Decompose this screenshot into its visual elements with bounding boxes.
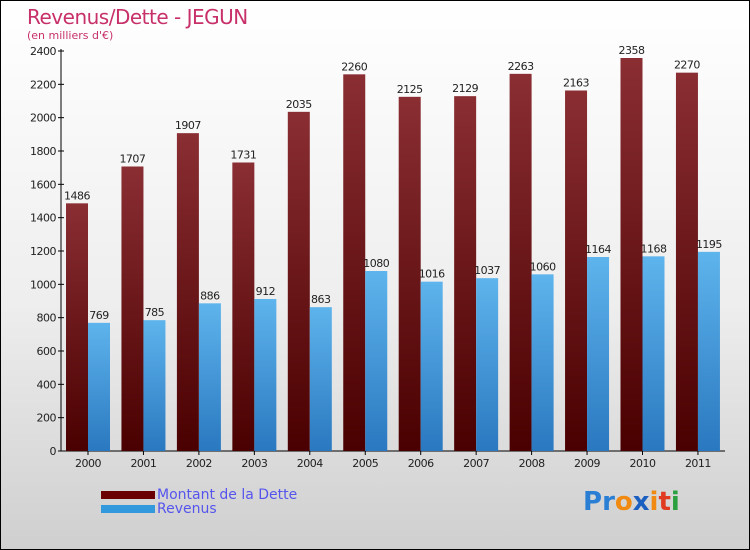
bar-dette xyxy=(509,73,532,451)
bar-chart: 0 200 400 600 800 1000 1200 1400 1600 1800 2000 220… xyxy=(30,44,725,470)
y-tick-label: 400 xyxy=(37,378,57,391)
bar-dette xyxy=(620,58,643,451)
x-tick-label: 2005 xyxy=(352,457,378,470)
x-tick-label: 2011 xyxy=(685,457,711,470)
x-tick-label: 2004 xyxy=(297,457,323,470)
y-tick-label: 1200 xyxy=(30,245,56,258)
bar-revenus xyxy=(587,257,610,451)
bar-revenus xyxy=(143,320,166,451)
chart-title: Revenus/Dette - JEGUN xyxy=(27,5,248,29)
data-label: 1037 xyxy=(474,264,500,277)
data-label: 1707 xyxy=(119,153,145,166)
data-label: 1486 xyxy=(64,189,90,202)
data-label: 2260 xyxy=(341,60,367,73)
data-label: 863 xyxy=(311,293,331,306)
y-tick-label: 1400 xyxy=(30,212,56,225)
y-tick-label: 2400 xyxy=(30,45,56,58)
bar-dette xyxy=(176,133,199,451)
y-tick-label: 200 xyxy=(37,412,57,425)
data-label: 1080 xyxy=(363,257,389,270)
bar-revenus xyxy=(420,281,443,451)
data-label: 1195 xyxy=(696,238,722,251)
bar-revenus xyxy=(254,299,277,451)
legend-label-dette: Montant de la Dette xyxy=(157,487,298,503)
data-label: 2163 xyxy=(563,77,589,90)
bar-dette xyxy=(287,111,310,451)
y-tick-label: 1600 xyxy=(30,178,56,191)
y-tick-label: 0 xyxy=(50,445,57,458)
bar-dette xyxy=(675,72,698,452)
legend-item-dette: Montant de la Dette xyxy=(101,487,297,503)
bar-dette xyxy=(121,166,144,451)
x-tick-label: 2008 xyxy=(519,457,545,470)
data-label: 886 xyxy=(200,289,220,302)
legend-label-revenus: Revenus xyxy=(157,501,217,517)
data-label: 912 xyxy=(256,285,276,298)
data-label: 2358 xyxy=(619,44,645,57)
bar-revenus xyxy=(476,278,499,451)
bar-dette xyxy=(232,162,255,451)
data-label: 2270 xyxy=(674,59,700,72)
data-label: 2263 xyxy=(508,60,534,73)
bar-dette xyxy=(398,96,421,451)
bar-dette xyxy=(343,74,366,451)
chart-subtitle: (en milliers d'€) xyxy=(27,29,114,42)
bar-revenus xyxy=(697,251,720,451)
data-label: 2125 xyxy=(397,83,423,96)
x-tick-label: 2009 xyxy=(574,457,600,470)
y-tick-label: 800 xyxy=(37,312,57,325)
bar-revenus xyxy=(642,256,665,451)
x-tick-label: 2000 xyxy=(75,457,101,470)
data-label: 1164 xyxy=(585,243,611,256)
legend-swatch-dette xyxy=(101,491,155,499)
data-label: 1060 xyxy=(530,260,556,273)
bar-revenus xyxy=(88,322,110,451)
bar-dette xyxy=(66,203,88,451)
data-label: 785 xyxy=(145,306,165,319)
x-tick-label: 2007 xyxy=(463,457,489,470)
x-tick-label: 2010 xyxy=(630,457,656,470)
bar-revenus xyxy=(531,274,554,451)
y-tick-label: 1800 xyxy=(30,145,56,158)
y-tick-label: 2000 xyxy=(30,112,56,125)
x-tick-label: 2006 xyxy=(408,457,434,470)
y-tick-label: 2200 xyxy=(30,78,56,91)
x-tick-label: 2003 xyxy=(241,457,267,470)
bar-dette xyxy=(454,96,477,452)
data-label: 2129 xyxy=(452,82,478,95)
bar-revenus xyxy=(365,271,388,451)
data-label: 1016 xyxy=(419,268,445,281)
data-label: 2035 xyxy=(286,98,312,111)
x-tick-label: 2002 xyxy=(186,457,212,470)
data-label: 1907 xyxy=(175,119,201,132)
data-label: 1731 xyxy=(230,149,256,162)
y-tick-label: 600 xyxy=(37,345,57,358)
bar-revenus xyxy=(309,307,332,451)
y-tick-label: 1000 xyxy=(30,278,56,291)
legend-swatch-revenus xyxy=(101,505,155,513)
x-tick-label: 2001 xyxy=(130,457,156,470)
data-label: 769 xyxy=(89,309,109,322)
proxiti-logo: Proxiti xyxy=(583,487,680,517)
bar-dette xyxy=(565,90,588,451)
data-label: 1168 xyxy=(641,242,667,255)
legend-item-revenus: Revenus xyxy=(101,501,217,517)
bar-revenus xyxy=(198,303,221,451)
